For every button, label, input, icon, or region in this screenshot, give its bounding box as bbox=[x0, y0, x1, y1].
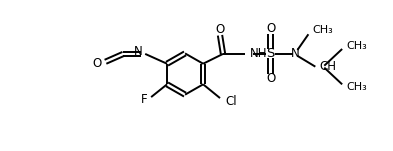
Text: O: O bbox=[266, 22, 275, 35]
Text: CH₃: CH₃ bbox=[312, 25, 333, 35]
Text: CH₃: CH₃ bbox=[346, 82, 367, 92]
Text: F: F bbox=[141, 93, 147, 106]
Text: O: O bbox=[92, 57, 101, 70]
Text: CH: CH bbox=[320, 60, 337, 73]
Text: O: O bbox=[266, 72, 275, 85]
Text: O: O bbox=[215, 23, 225, 36]
Text: CH₃: CH₃ bbox=[346, 41, 367, 51]
Text: S: S bbox=[266, 47, 275, 60]
Text: Cl: Cl bbox=[225, 95, 237, 108]
Text: N: N bbox=[134, 45, 142, 58]
Text: N: N bbox=[291, 47, 300, 60]
Text: NH: NH bbox=[250, 47, 268, 60]
